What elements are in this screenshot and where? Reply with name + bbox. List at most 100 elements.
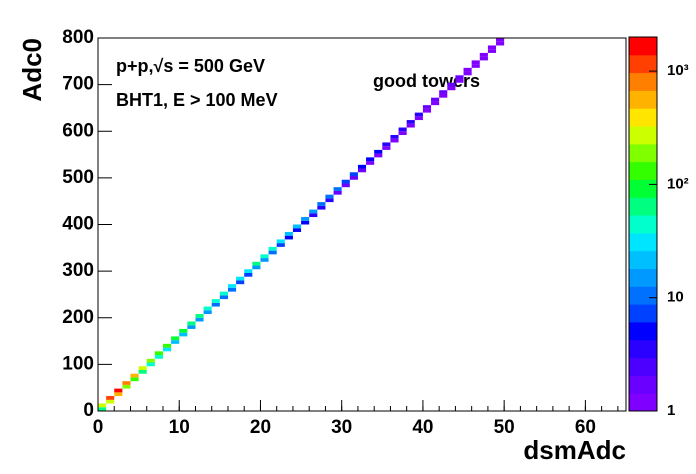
cell: [479, 56, 488, 61]
y-tick-label: 600: [62, 120, 94, 141]
cell: [333, 187, 342, 191]
color-bar-band: [629, 161, 657, 180]
y-tick-label: 100: [62, 353, 94, 374]
cell: [447, 82, 456, 87]
color-bar-band: [629, 357, 657, 376]
cell: [154, 351, 163, 356]
cell: [244, 269, 253, 273]
cell: [455, 79, 464, 83]
cell: [276, 239, 285, 244]
cell: [171, 336, 180, 341]
color-bar-band: [629, 375, 657, 394]
cell: [227, 287, 237, 292]
cell: [114, 388, 123, 393]
cell: [260, 258, 269, 262]
cell: [333, 190, 342, 195]
x-tick-label: 30: [331, 417, 352, 438]
cell: [406, 123, 415, 128]
cell: [211, 299, 220, 303]
cell: [309, 213, 318, 218]
cell: [195, 314, 204, 318]
cell: [463, 71, 472, 76]
cell: [366, 161, 375, 165]
cell: [309, 209, 318, 214]
color-bar-band: [629, 37, 657, 56]
color-bar-band: [629, 393, 657, 412]
color-bar-band: [629, 321, 657, 341]
cell: [252, 261, 261, 266]
color-bar-band: [629, 72, 657, 91]
cell: [341, 183, 350, 188]
cell: [374, 149, 383, 154]
cell: [292, 224, 302, 229]
cell: [203, 306, 212, 311]
z-tick-label: 1: [667, 402, 675, 419]
cell: [122, 381, 131, 385]
cell: [301, 217, 310, 221]
cell: [203, 310, 212, 315]
y-tick-label: 400: [62, 214, 94, 235]
x-tick-label: 20: [250, 417, 271, 438]
y-tick-label: 300: [62, 260, 94, 281]
y-axis-label: Adc0: [17, 38, 47, 102]
cell: [236, 280, 245, 285]
cell: [219, 291, 228, 296]
cell: [195, 317, 204, 322]
cell: [301, 220, 310, 225]
cell: [366, 157, 375, 162]
cell: [130, 373, 139, 378]
x-tick-label: 10: [169, 417, 190, 438]
cell: [349, 172, 358, 177]
x-tick-label: 60: [575, 417, 596, 438]
cell: [130, 377, 139, 382]
cell: [357, 168, 367, 173]
cell: [422, 105, 432, 109]
cell: [496, 41, 505, 46]
color-bar-band: [629, 339, 657, 359]
color-bar-band: [629, 197, 657, 216]
x-tick-label: 50: [494, 417, 515, 438]
cell: [390, 134, 399, 139]
cell: [122, 384, 131, 389]
cell: [414, 116, 423, 121]
cell: [471, 64, 480, 68]
color-bar-band: [629, 268, 657, 287]
color-bar-band: [629, 108, 657, 127]
cell: [179, 328, 188, 333]
x-tick-label: 0: [93, 417, 104, 438]
cell: [171, 340, 180, 344]
cell: [439, 90, 448, 94]
cell: [463, 67, 472, 72]
cell: [317, 205, 326, 210]
cell: [341, 179, 350, 184]
cell: [106, 396, 115, 400]
cell: [138, 369, 147, 374]
cell: [187, 325, 196, 329]
z-tick-label: 10: [667, 289, 684, 306]
cell: [260, 254, 269, 259]
cell: [114, 392, 123, 397]
cell: [406, 120, 415, 124]
color-bar-band: [629, 126, 657, 145]
color-bar-band: [629, 286, 657, 305]
cell: [357, 164, 367, 169]
cell: [471, 60, 480, 65]
cell: [268, 246, 277, 251]
cell: [349, 176, 358, 180]
cell: [162, 347, 172, 352]
cell: [447, 86, 456, 91]
cell: [374, 153, 383, 158]
color-bar-frame: [628, 36, 658, 412]
y-tick-label: 0: [83, 400, 94, 421]
color-bar-band: [629, 215, 657, 234]
cell: [98, 403, 107, 408]
cell: [439, 93, 448, 98]
cell: [487, 49, 497, 53]
cell: [487, 45, 497, 50]
color-bar-band: [629, 143, 657, 163]
cell: [431, 97, 440, 102]
y-tick-label: 700: [62, 74, 94, 95]
cell: [479, 52, 488, 57]
cell: [390, 138, 399, 143]
